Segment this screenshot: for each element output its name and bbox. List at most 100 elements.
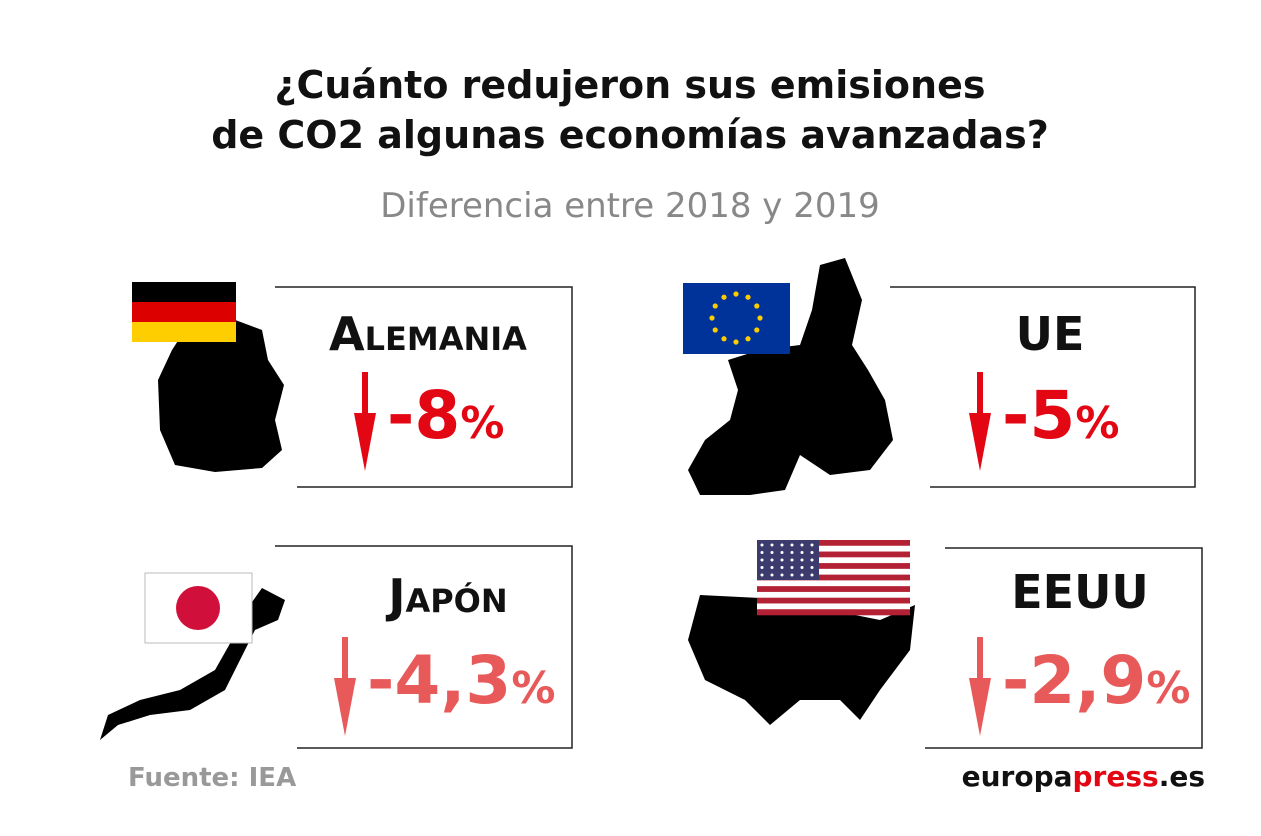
flag-stripe <box>132 302 236 322</box>
flag-stripe <box>757 609 910 616</box>
star <box>800 573 804 577</box>
card-name: EEUU <box>1011 565 1149 619</box>
flag-stripe <box>757 603 910 610</box>
flag-stripe <box>757 574 910 581</box>
brand-part: press <box>1073 760 1159 793</box>
star <box>733 291 739 297</box>
card-border <box>925 547 1203 749</box>
arrow-shaft <box>977 372 983 417</box>
star <box>770 558 774 562</box>
card-name: UE <box>1016 307 1085 361</box>
star <box>760 566 764 569</box>
star <box>790 573 794 577</box>
arrow-head <box>969 678 991 736</box>
value-unit: % <box>1146 663 1190 714</box>
value-unit: % <box>460 398 504 449</box>
star <box>721 294 727 300</box>
source: Fuente: IEA <box>128 763 296 793</box>
star <box>800 551 804 554</box>
card-value: -5% <box>1002 377 1119 454</box>
arrow-head <box>969 413 991 471</box>
star <box>800 543 804 547</box>
subtitle: Diferencia entre 2018 y 2019 <box>380 186 880 226</box>
flag-stripe <box>757 580 910 587</box>
value-number: -5 <box>1002 377 1075 454</box>
flag-stripe <box>757 597 910 604</box>
star <box>780 551 784 554</box>
brand-part: europa <box>962 760 1073 793</box>
value-number: -8 <box>387 377 460 454</box>
star <box>712 303 718 309</box>
star <box>780 558 784 562</box>
star <box>721 336 727 342</box>
star <box>745 336 751 342</box>
star <box>760 558 764 562</box>
star <box>790 558 794 562</box>
card-border <box>890 286 1196 488</box>
card-value: -4,3% <box>367 642 555 719</box>
star <box>780 566 784 569</box>
star <box>810 573 814 577</box>
flag-stripe <box>757 545 910 552</box>
flag-stripe <box>757 568 910 575</box>
flag-canton <box>757 540 819 580</box>
star <box>770 573 774 577</box>
flag-stripe <box>132 322 236 342</box>
flag-stripe <box>757 591 910 598</box>
title-line: de CO2 algunas economías avanzadas? <box>211 113 1049 157</box>
value-unit: % <box>511 663 555 714</box>
value-number: -4,3 <box>367 642 511 719</box>
flag-disc <box>176 586 220 630</box>
flag-stripe <box>757 586 910 593</box>
flag-stars <box>709 291 763 345</box>
value-unit: % <box>1075 398 1119 449</box>
star <box>780 573 784 577</box>
star <box>754 303 760 309</box>
star <box>745 294 751 300</box>
map-eu <box>688 258 893 495</box>
star <box>800 558 804 562</box>
flag-stripe <box>757 557 910 564</box>
card-name: Alemania <box>329 307 527 361</box>
star <box>790 543 794 547</box>
flag-stripe <box>757 563 910 570</box>
card: EEUU -2,9% <box>925 547 1203 749</box>
star <box>770 551 774 554</box>
star <box>770 543 774 547</box>
flag-stripe <box>132 282 236 302</box>
star <box>810 566 814 569</box>
card-border <box>275 286 573 488</box>
star <box>760 573 764 577</box>
star <box>754 327 760 333</box>
card-value: -8% <box>387 377 504 454</box>
card-value: -2,9% <box>1002 642 1190 719</box>
star <box>790 551 794 554</box>
star <box>757 315 763 321</box>
map-germany <box>158 318 284 472</box>
title-line: ¿Cuánto redujeron sus emisiones <box>275 63 986 107</box>
star <box>810 551 814 554</box>
card: Alemania -8% <box>275 286 573 488</box>
card: Japón -4,3% <box>275 545 573 749</box>
arrow-shaft <box>342 637 348 682</box>
brand: europapress.es <box>962 760 1205 793</box>
value-number: -2,9 <box>1002 642 1146 719</box>
flag-stripe <box>757 540 910 547</box>
arrow-shaft <box>362 372 368 417</box>
map-usa <box>688 595 915 725</box>
star <box>810 558 814 562</box>
star <box>733 339 739 345</box>
flag-stripe <box>757 551 910 558</box>
star <box>760 551 764 554</box>
arrow-shaft <box>977 637 983 682</box>
card-name: Japón <box>385 569 507 623</box>
flag-usa <box>757 540 910 616</box>
brand-part: .es <box>1159 760 1205 793</box>
star <box>800 566 804 569</box>
star <box>709 315 715 321</box>
arrow-head <box>354 413 376 471</box>
star <box>780 543 784 547</box>
star <box>770 566 774 569</box>
star <box>712 327 718 333</box>
